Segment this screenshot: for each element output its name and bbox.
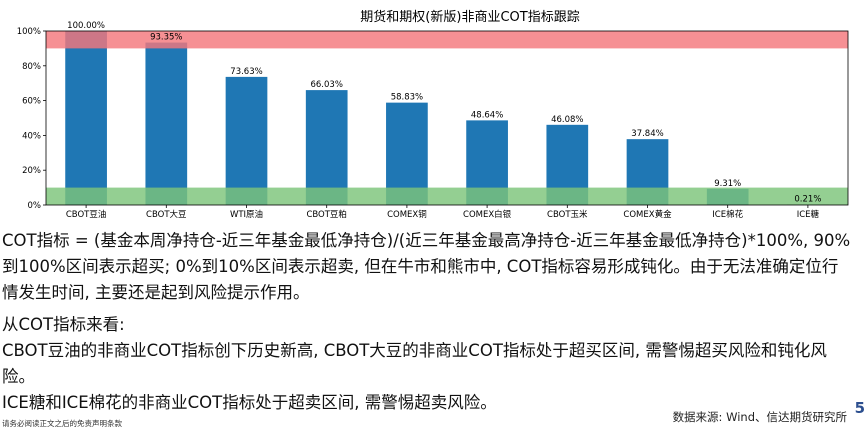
disclaimer: 请务必阅读正文之后的免责声明条款 (2, 419, 122, 428)
bar-value-label: 0.21% (794, 195, 821, 205)
bar-value-label: 58.83% (391, 93, 423, 103)
overbought-paragraph: CBOT豆油的非商业COT指标创下历史新高, CBOT大豆的非商业COT指标处于… (2, 341, 827, 386)
x-tick-label: COMEX白银 (463, 209, 512, 220)
x-tick-label: ICE糖 (797, 209, 820, 220)
bar-value-label: 37.84% (631, 129, 663, 139)
page-number: 5 (854, 399, 865, 417)
x-tick-label: CBOT豆粕 (306, 209, 347, 220)
bar (145, 42, 188, 205)
y-tick-label: 20% (22, 166, 41, 176)
bar (65, 31, 107, 205)
y-tick-label: 40% (22, 131, 41, 141)
cot-definition-paragraph: COT指标 = (基金本周净持仓-近三年基金最低净持仓)/(近三年基金最高净持仓… (2, 231, 851, 302)
threshold-band (46, 31, 848, 49)
y-tick-label: 80% (22, 62, 41, 72)
oversold-paragraph: ICE糖和ICE棉花的非商业COT指标处于超卖区间, 需警惕超卖风险。 (2, 393, 497, 412)
y-tick-label: 100% (17, 27, 41, 37)
y-tick-label: 60% (22, 97, 41, 107)
y-tick-label: 0% (28, 201, 42, 211)
bar-value-label: 46.08% (551, 115, 583, 125)
bar-value-label: 9.31% (714, 179, 741, 189)
x-tick-label: COMEX铜 (387, 209, 427, 220)
x-tick-label: CBOT玉米 (547, 209, 588, 220)
value-labels: 100.00% 93.35% 73.63% 66.03% 58.83% 48.64% 46.… (67, 21, 821, 205)
bar-value-label: 100.00% (67, 21, 105, 31)
x-tick-label: COMEX黄金 (623, 209, 672, 220)
chart-svg: 期货和期权(新版)非商业COT指标跟踪 100.00% 93.35% 73.63% 6… (17, 9, 849, 220)
cot-view-heading: 从COT指标来看: (2, 315, 125, 334)
y-tick-labels: 0% 20% 40% 60% 80% 100% (17, 27, 46, 211)
bar-value-label: 73.63% (230, 67, 262, 77)
x-tick-label: WTI原油 (230, 209, 263, 220)
data-source: 数据来源: Wind、信达期货研究所 (672, 410, 847, 424)
x-tick-labels: CBOT豆油 CBOT大豆 WTI原油 CBOT豆粕 COMEX铜 COMEX白银 CBOT… (66, 205, 820, 220)
axes (45, 30, 849, 206)
x-tick-label: ICE棉花 (712, 209, 743, 220)
x-tick-label: CBOT大豆 (146, 209, 187, 220)
threshold-bands (46, 31, 848, 205)
cot-chart: 期货和期权(新版)非商业COT指标跟踪 100.00% 93.35% 73.63% 6… (17, 9, 849, 220)
bar-value-label: 66.03% (310, 80, 342, 90)
x-tick-label: CBOT豆油 (66, 209, 107, 220)
chart-title: 期货和期权(新版)非商业COT指标跟踪 (360, 9, 579, 25)
bar-value-label: 48.64% (471, 110, 503, 120)
plot-frame (45, 30, 849, 206)
bar (305, 90, 348, 205)
bar (225, 76, 268, 206)
threshold-band (46, 187, 848, 205)
bar-value-label: 93.35% (150, 33, 182, 43)
